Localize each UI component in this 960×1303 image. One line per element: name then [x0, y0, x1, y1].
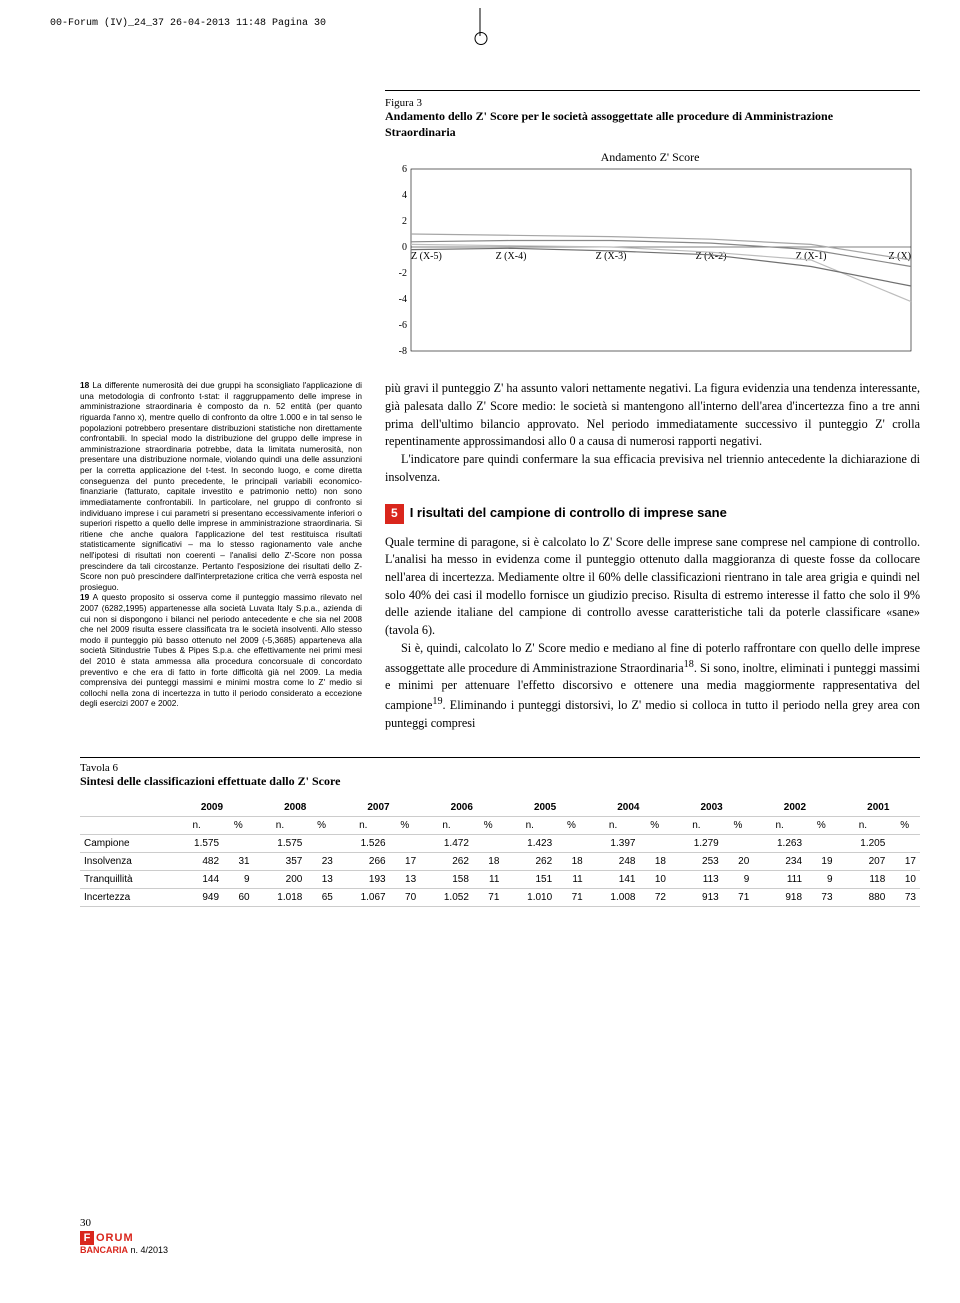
svg-text:Z (X-3): Z (X-3) — [596, 251, 627, 262]
para-1: più gravi il punteggio Z' ha assunto val… — [385, 380, 920, 451]
para-3: Quale termine di paragone, si è calcolat… — [385, 534, 920, 640]
figure-title: Andamento dello Z' Score per le società … — [385, 109, 835, 140]
section-number: 5 — [385, 504, 404, 523]
svg-text:-4: -4 — [399, 294, 407, 305]
figure-label: Figura 3 — [385, 97, 920, 109]
svg-text:6: 6 — [402, 165, 407, 175]
svg-text:Z (X-5): Z (X-5) — [411, 251, 442, 262]
table-label: Tavola 6 — [80, 762, 920, 774]
table-top-rule — [80, 757, 920, 758]
footnote-19: A questo proposito si osserva come il pu… — [80, 592, 362, 708]
svg-text:-2: -2 — [399, 268, 407, 279]
svg-text:4: 4 — [402, 190, 407, 201]
section-heading: 5 I risultati del campione di controllo d… — [385, 504, 920, 523]
footnote-18: La differente numerosità dei due gruppi … — [80, 380, 362, 592]
svg-text:0: 0 — [402, 242, 407, 253]
svg-text:-8: -8 — [399, 346, 407, 357]
page-number: 30 — [80, 1217, 168, 1229]
publication-logo: FORUM — [80, 1231, 134, 1245]
page-content: Figura 3 Andamento dello Z' Score per le… — [80, 90, 920, 907]
chart-area: Andamento Z' Score 6 4 2 0 -2 -4 -6 -8 Z (X-5) Z … — [385, 150, 915, 360]
svg-text:2: 2 — [402, 216, 407, 227]
publication-line: BANCARIA n. 4/2013 — [80, 1245, 168, 1255]
table-title: Sintesi delle classificazioni effettuate… — [80, 774, 920, 789]
para-2: L'indicatore pare quindi confermare la s… — [385, 451, 920, 486]
table-block: Tavola 6 Sintesi delle classificazioni e… — [80, 757, 920, 907]
print-job-meta: 00-Forum (IV)_24_37 26-04-2013 11:48 Pag… — [50, 18, 326, 29]
line-chart: 6420-2-4-6-8Z (X-5)Z (X-4)Z (X-3)Z (X-2)… — [385, 165, 915, 369]
svg-text:Z (X-4): Z (X-4) — [496, 251, 527, 262]
main-text-column: più gravi il punteggio Z' ha assunto val… — [362, 380, 920, 732]
svg-text:-6: -6 — [399, 320, 407, 331]
page-footer: 30 FORUM BANCARIA n. 4/2013 — [80, 1217, 168, 1255]
para-4: Si è, quindi, calcolato lo Z' Score medi… — [385, 640, 920, 733]
footnotes-column: 18 La differente numerosità dei due grup… — [80, 380, 362, 732]
crop-mark — [480, 8, 481, 36]
chart-title: Andamento Z' Score — [385, 150, 915, 165]
section-title: I risultati del campione di controllo di… — [410, 505, 727, 520]
figure-top-rule — [385, 90, 920, 91]
classification-table: 200920082007200620052004200320022001n.%n… — [80, 799, 920, 907]
